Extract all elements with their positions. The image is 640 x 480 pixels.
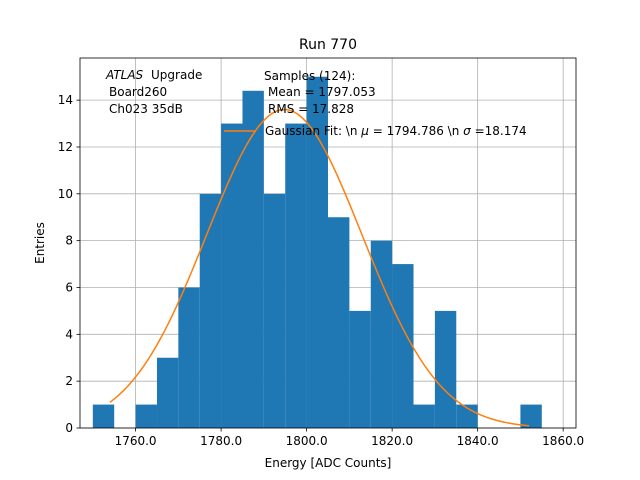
x-axis-ticks: 1760.0 1780.0 1800.0 1820.0 1840.0 1860.0: [115, 428, 584, 448]
legend-fit-mid: = 1794.786 \n: [373, 124, 463, 138]
legend-samples-title: Samples (124):: [264, 69, 355, 83]
plot-frame: [79, 57, 577, 429]
histogram-bar-9: [285, 123, 307, 429]
legend-mean: Mean = 1797.053: [268, 85, 376, 99]
histogram-bar-10: [306, 76, 328, 428]
y-tick-label-0: 0: [65, 421, 73, 435]
y-axis-label: Entries: [33, 222, 47, 264]
x-tick-label-2: 1800.0: [286, 434, 328, 448]
histogram-bar-7: [242, 90, 264, 428]
histogram-bar-3: [156, 357, 179, 428]
y-tick-label-5: 10: [58, 187, 73, 201]
histogram-bar-6: [221, 123, 243, 429]
histogram-bar-15: [413, 404, 435, 428]
y-tick-label-3: 6: [65, 280, 73, 294]
histogram-bar-13: [370, 240, 393, 428]
y-axis-ticks: 0 2 4 6 8 10 12 14: [58, 93, 80, 435]
x-tick-label-3: 1820.0: [371, 434, 413, 448]
annotation-experiment: ATLAS: [105, 68, 144, 82]
histogram-bars: [92, 76, 542, 429]
detector-annotation: ATLAS Upgrade Board260 Ch023 35dB: [105, 68, 202, 116]
histogram-bar-14: [392, 264, 414, 428]
histogram-bar-11: [328, 217, 350, 428]
x-tick-label-0: 1760.0: [115, 434, 157, 448]
annotation-board: Board260: [109, 85, 167, 99]
chart-title: Run 770: [299, 37, 357, 53]
legend-fit-end: =18.174: [475, 124, 527, 138]
legend-rms: RMS = 17.828: [268, 102, 354, 116]
y-tick-label-4: 8: [65, 234, 73, 248]
histogram-bar-12: [349, 310, 371, 428]
x-axis-label: Energy [ADC Counts]: [265, 456, 392, 470]
x-tick-label-4: 1840.0: [457, 434, 499, 448]
legend: Samples (124): Mean = 1797.053 RMS = 17.…: [224, 69, 527, 138]
gaussian-fit-curve: [109, 108, 530, 427]
legend-fit-label: Gaussian Fit: \n μ = 1794.786 \n σ =18.1…: [265, 124, 527, 138]
annotation-upgrade: Upgrade: [151, 68, 202, 82]
histogram-bar-0: [92, 404, 115, 428]
x-tick-label-5: 1860.0: [542, 434, 584, 448]
x-tick-label-1: 1780.0: [200, 434, 242, 448]
legend-fit-sigma: σ: [463, 124, 471, 138]
histogram-bar-4: [178, 287, 200, 428]
histogram-bar-2: [135, 404, 157, 428]
histogram-bar-16: [434, 310, 457, 428]
y-tick-label-7: 14: [58, 93, 73, 107]
histogram-bar-5: [199, 193, 222, 428]
annotation-channel: Ch023 35dB: [109, 102, 183, 116]
histogram-bar-20: [520, 404, 542, 428]
histogram-bar-8: [263, 193, 286, 428]
y-tick-label-6: 12: [58, 140, 73, 154]
annotation-line-1: ATLAS Upgrade: [105, 68, 202, 82]
legend-fit-mu: μ: [360, 124, 369, 138]
y-tick-label-1: 2: [65, 374, 73, 388]
y-tick-label-2: 4: [65, 327, 73, 341]
legend-fit-prefix: Gaussian Fit: \n: [265, 124, 361, 138]
